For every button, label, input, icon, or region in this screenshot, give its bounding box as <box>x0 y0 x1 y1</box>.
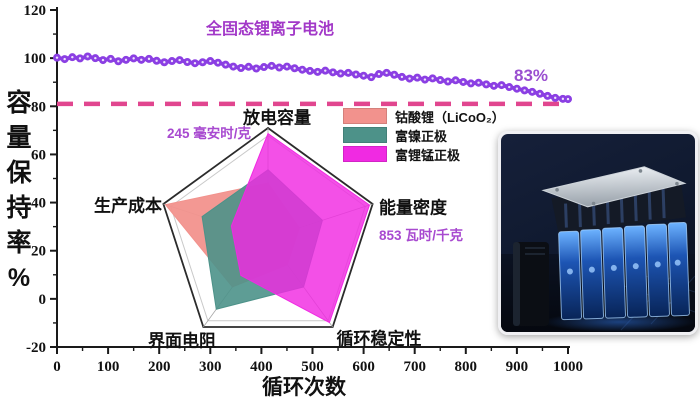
svg-text:600: 600 <box>352 359 375 375</box>
svg-text:800: 800 <box>455 359 478 375</box>
svg-text:300: 300 <box>199 359 222 375</box>
annotation-discharge-capacity: 245 毫安时/克 <box>166 126 252 141</box>
y-axis-title-char: 持 <box>6 194 32 222</box>
svg-text:0: 0 <box>39 292 47 308</box>
annotation-energy-density: 853 瓦时/千克 <box>378 228 464 243</box>
battery-cells <box>558 221 690 321</box>
radar-axis-discharge-capacity: 放电容量 <box>243 108 311 128</box>
chart-title: 全固态锂离子电池 <box>205 21 335 38</box>
end-value-label: 83% <box>513 66 549 85</box>
y-axis-title: 容 量 保 持 率 % <box>3 86 35 296</box>
svg-text:100: 100 <box>24 51 47 67</box>
battery-illustration <box>501 166 695 332</box>
svg-text:80: 80 <box>31 99 46 115</box>
x-axis-title: 循环次数 <box>262 376 346 399</box>
svg-text:500: 500 <box>301 359 324 375</box>
legend-label-nickel-rich: 富镍正极 <box>395 128 448 144</box>
svg-text:120: 120 <box>24 3 47 19</box>
legend-label-licoo2: 钴酸锂（LiCoO₂） <box>395 109 505 125</box>
svg-text:0: 0 <box>53 359 61 375</box>
legend-swatch-li-mn-rich <box>343 146 387 162</box>
legend-swatch-licoo2 <box>343 108 387 124</box>
svg-text:200: 200 <box>148 359 171 375</box>
radar-axis-energy-density: 能量密度 <box>379 198 447 218</box>
legend-swatch-nickel-rich <box>343 127 387 143</box>
svg-text:20: 20 <box>31 244 46 260</box>
small-module <box>513 242 549 326</box>
svg-text:400: 400 <box>250 359 273 375</box>
legend-item-nickel-rich: 富镍正极 <box>343 127 505 144</box>
svg-text:40: 40 <box>31 196 46 212</box>
radar-axis-interface-resistance: 界面电阻 <box>148 331 216 351</box>
svg-text:60: 60 <box>31 147 46 163</box>
svg-text:700: 700 <box>403 359 426 375</box>
legend-item-licoo2: 钴酸锂（LiCoO₂） <box>343 108 505 125</box>
svg-text:1000: 1000 <box>553 359 583 375</box>
legend: 钴酸锂（LiCoO₂） 富镍正极 富锂锰正极 <box>343 108 505 163</box>
y-axis-title-char: % <box>7 264 31 292</box>
battery-stack <box>541 166 690 321</box>
legend-label-li-mn-rich: 富锂锰正极 <box>395 147 461 163</box>
radar-axis-cycle-stability: 循环稳定性 <box>336 329 422 349</box>
radar-axis-production-cost: 生产成本 <box>94 196 162 216</box>
y-axis-title-char: 容 <box>6 89 32 117</box>
svg-text:900: 900 <box>506 359 529 375</box>
svg-text:-20: -20 <box>26 340 46 356</box>
y-axis-title-char: 保 <box>6 159 32 187</box>
battery-photo <box>498 131 698 335</box>
y-axis-title-char: 率 <box>6 229 32 257</box>
y-axis-title-char: 量 <box>6 124 32 152</box>
svg-text:100: 100 <box>97 359 120 375</box>
legend-item-li-mn-rich: 富锂锰正极 <box>343 146 505 163</box>
